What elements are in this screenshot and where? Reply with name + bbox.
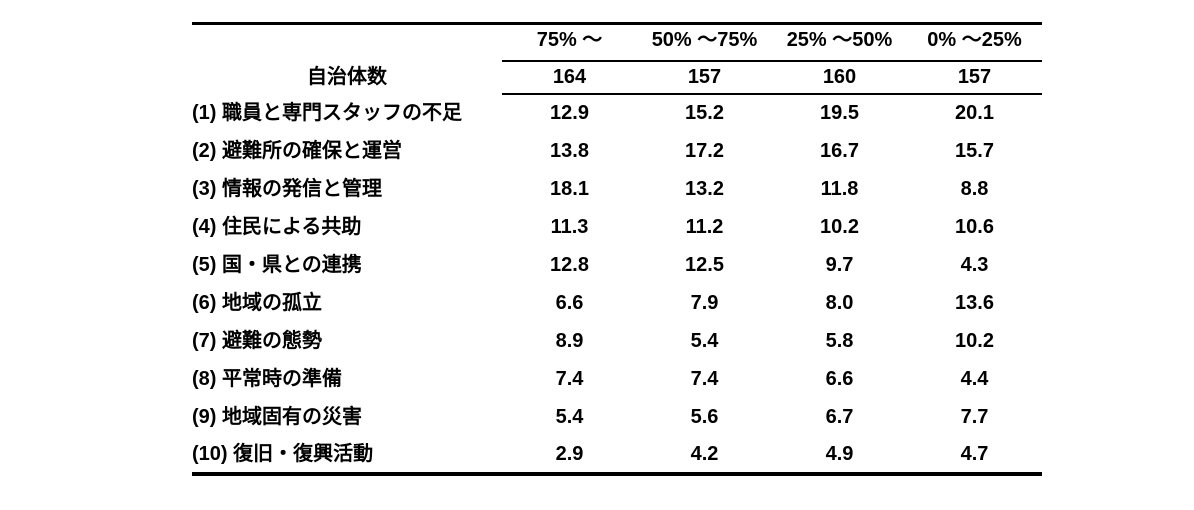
row-label: (8) 平常時の準備 <box>192 367 342 390</box>
row-label: (3) 情報の発信と管理 <box>192 177 382 200</box>
row-label: (5) 国・県との連携 <box>192 253 362 276</box>
column-header: 75% ～ <box>502 23 637 62</box>
value-cell: 7.7 <box>960 405 989 428</box>
count-row-label: 自治体数 <box>307 66 387 88</box>
table-row: (2) 避難所の確保と運営 13.8 17.2 16.7 15.7 <box>192 132 1042 170</box>
table-row: (1) 職員と専門スタッフの不足 12.9 15.2 19.5 20.1 <box>192 94 1042 132</box>
value-cell: 13.8 <box>550 139 589 162</box>
value-cell: 2.9 <box>555 442 584 465</box>
row-label: (9) 地域固有の災害 <box>192 405 362 428</box>
table-row: (8) 平常時の準備 7.4 7.4 6.6 4.4 <box>192 360 1042 398</box>
value-cell: 13.6 <box>955 291 994 314</box>
value-cell: 4.2 <box>690 442 719 465</box>
value-cell: 7.9 <box>690 291 719 314</box>
column-header: 25% ～50% <box>772 23 907 62</box>
count-row: 自治体数 164 157 160 157 <box>192 60 1042 95</box>
value-cell: 6.7 <box>825 405 854 428</box>
value-cell: 4.4 <box>960 367 989 390</box>
count-value: 157 <box>907 60 1042 95</box>
value-cell: 7.4 <box>690 367 719 390</box>
value-cell: 4.9 <box>825 442 854 465</box>
value-cell: 5.4 <box>690 329 719 352</box>
value-cell: 4.7 <box>960 442 989 465</box>
value-cell: 13.2 <box>685 177 724 200</box>
table-row: (10) 復旧・復興活動 2.9 4.2 4.9 4.7 <box>192 436 1042 474</box>
value-cell: 8.8 <box>960 177 989 200</box>
value-cell: 11.8 <box>820 177 859 200</box>
row-label: (6) 地域の孤立 <box>192 291 322 314</box>
value-cell: 5.4 <box>555 405 584 428</box>
value-cell: 17.2 <box>685 139 724 162</box>
value-cell: 12.5 <box>685 253 724 276</box>
table-row: (6) 地域の孤立 6.6 7.9 8.0 13.6 <box>192 284 1042 322</box>
value-cell: 10.6 <box>955 215 994 238</box>
table-row: (5) 国・県との連携 12.8 12.5 9.7 4.3 <box>192 246 1042 284</box>
value-cell: 18.1 <box>550 177 589 200</box>
count-value: 164 <box>502 60 637 95</box>
row-label: (7) 避難の態勢 <box>192 329 322 352</box>
table-row: (4) 住民による共助 11.3 11.2 10.2 10.6 <box>192 208 1042 246</box>
row-label: (10) 復旧・復興活動 <box>192 442 374 465</box>
table-row: (7) 避難の態勢 8.9 5.4 5.8 10.2 <box>192 322 1042 360</box>
table-body: (1) 職員と専門スタッフの不足 12.9 15.2 19.5 20.1 (2) 避難所の… <box>192 94 1042 474</box>
survey-table: 75% ～ 50% ～75% 25% ～50% 0% ～25% 自治体数 164… <box>192 22 1042 476</box>
table-row: (3) 情報の発信と管理 18.1 13.2 11.8 8.8 <box>192 170 1042 208</box>
count-value: 160 <box>772 60 907 95</box>
value-cell: 10.2 <box>820 215 859 238</box>
value-cell: 5.6 <box>690 405 719 428</box>
value-cell: 19.5 <box>820 102 859 124</box>
value-cell: 15.2 <box>685 102 724 124</box>
value-cell: 7.4 <box>555 367 584 390</box>
value-cell: 10.2 <box>955 329 994 352</box>
table-row: (9) 地域固有の災害 5.4 5.6 6.7 7.7 <box>192 398 1042 436</box>
value-cell: 15.7 <box>955 139 994 162</box>
corner-cell <box>192 24 502 61</box>
value-cell: 4.3 <box>960 253 989 276</box>
value-cell: 12.9 <box>550 102 589 124</box>
header-row: 75% ～ 50% ～75% 25% ～50% 0% ～25% <box>192 23 1042 62</box>
value-cell: 5.8 <box>825 329 854 352</box>
value-cell: 11.2 <box>685 215 724 238</box>
column-header: 50% ～75% <box>637 23 772 62</box>
value-cell: 6.6 <box>825 367 854 390</box>
value-cell: 20.1 <box>955 102 994 124</box>
column-header: 0% ～25% <box>907 23 1042 62</box>
value-cell: 8.0 <box>825 291 854 314</box>
value-cell: 16.7 <box>820 139 859 162</box>
row-label: (1) 職員と専門スタッフの不足 <box>192 101 462 124</box>
value-cell: 9.7 <box>825 253 854 276</box>
count-value: 157 <box>637 60 772 95</box>
value-cell: 12.8 <box>550 253 589 276</box>
row-label: (4) 住民による共助 <box>192 215 362 238</box>
row-label: (2) 避難所の確保と運営 <box>192 139 402 162</box>
value-cell: 11.3 <box>550 215 589 238</box>
value-cell: 8.9 <box>555 329 584 352</box>
value-cell: 6.6 <box>555 291 584 314</box>
